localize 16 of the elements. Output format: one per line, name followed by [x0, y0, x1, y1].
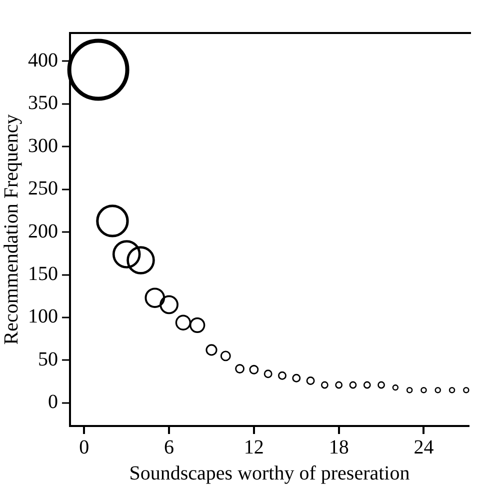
x-tick-label: 24: [414, 436, 434, 458]
x-axis-title: Soundscapes worthy of preseration: [129, 462, 410, 484]
y-tick-label: 150: [28, 263, 58, 286]
y-tick-label: 250: [28, 178, 58, 200]
y-tick-label: 50: [38, 348, 58, 370]
y-tick-label: 100: [28, 306, 58, 328]
x-tick-label: 18: [328, 436, 349, 458]
y-tick-label: 300: [28, 134, 58, 157]
x-tick-label: 0: [79, 436, 90, 458]
y-tick-label: 0: [48, 391, 58, 414]
x-tick-label: 12: [244, 436, 264, 458]
y-axis-title: Recommendation Frequency: [0, 114, 22, 345]
x-tick-label: 6: [164, 436, 174, 458]
y-tick-label: 200: [28, 220, 58, 242]
y-tick-label: 350: [28, 92, 58, 114]
y-tick-label: 400: [28, 49, 58, 72]
